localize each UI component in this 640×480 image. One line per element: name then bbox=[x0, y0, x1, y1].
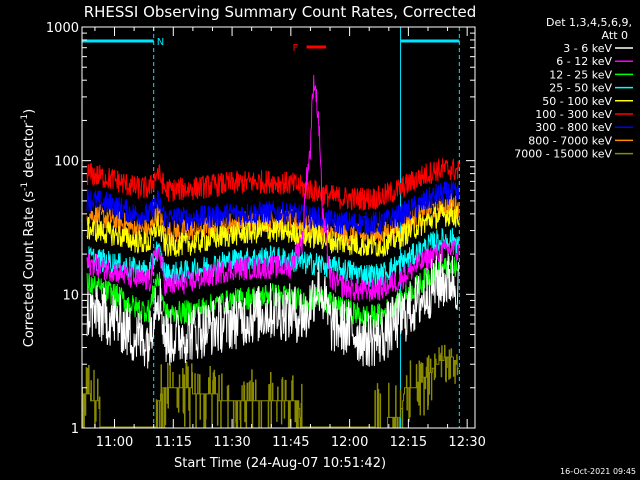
legend-header-line2: Att 0 bbox=[602, 29, 628, 42]
legend-label: 25 - 50 keV bbox=[549, 82, 612, 95]
axes: 1 10 100 1000 11:00 11:15 11:30 11:45 12:00 12:15… bbox=[46, 21, 486, 450]
y-tick-label: 10 bbox=[62, 288, 79, 303]
legend-label: 50 - 100 keV bbox=[542, 95, 612, 108]
legend-label: 12 - 25 keV bbox=[549, 68, 612, 81]
x-tick-label: 11:15 bbox=[155, 435, 192, 450]
chart-title: RHESSI Observing Summary Count Rates, Co… bbox=[84, 3, 477, 21]
legend-label: 300 - 800 keV bbox=[535, 121, 612, 134]
legend-label: 800 - 7000 keV bbox=[528, 134, 612, 147]
series-line-3-6keV bbox=[86, 253, 460, 369]
series-line-300-800keV bbox=[86, 180, 460, 236]
date-stamp: 16-Oct-2021 09:45 bbox=[560, 467, 636, 476]
flare-flag-label: F bbox=[293, 43, 299, 54]
series-line-7000-15000keV bbox=[82, 344, 460, 429]
y-label-sup1: -1 bbox=[20, 182, 30, 191]
y-label-mid: detector bbox=[22, 122, 37, 182]
plot-area bbox=[82, 74, 460, 429]
x-axis-label: Start Time (24-Aug-07 10:51:42) bbox=[174, 456, 386, 471]
y-axis-label: Corrected Count Rate (s-1 detector-1) bbox=[20, 109, 37, 347]
legend-label: 7000 - 15000 keV bbox=[514, 148, 612, 161]
x-tick-label: 12:00 bbox=[331, 435, 368, 450]
x-tick-label: 12:15 bbox=[390, 435, 427, 450]
series-line-50-100keV bbox=[86, 202, 460, 258]
x-tick-label: 11:45 bbox=[272, 435, 309, 450]
y-tick-label: 1000 bbox=[46, 21, 79, 36]
series-line-6-12keV bbox=[86, 74, 460, 302]
y-label-main: Corrected Count Rate (s bbox=[22, 191, 37, 348]
x-tick-label: 11:00 bbox=[96, 435, 133, 450]
y-label-end: ) bbox=[22, 109, 37, 114]
legend-label: 100 - 300 keV bbox=[535, 108, 612, 121]
y-tick-label: 100 bbox=[54, 155, 79, 170]
legend-label: 3 - 6 keV bbox=[563, 42, 612, 55]
night-flag-label: N bbox=[157, 37, 164, 48]
series-line-12-25keV bbox=[86, 255, 460, 328]
series-line-100-300keV bbox=[86, 158, 460, 211]
x-tick-label: 12:30 bbox=[448, 435, 485, 450]
legend-label: 6 - 12 keV bbox=[556, 55, 612, 68]
y-label-sup2: -1 bbox=[20, 114, 30, 123]
legend-header-line1: Det 1,3,4,5,6,9, bbox=[546, 16, 632, 29]
y-tick-label: 1 bbox=[71, 422, 79, 437]
plot-frame bbox=[81, 26, 476, 429]
x-tick-label: 11:30 bbox=[213, 435, 250, 450]
